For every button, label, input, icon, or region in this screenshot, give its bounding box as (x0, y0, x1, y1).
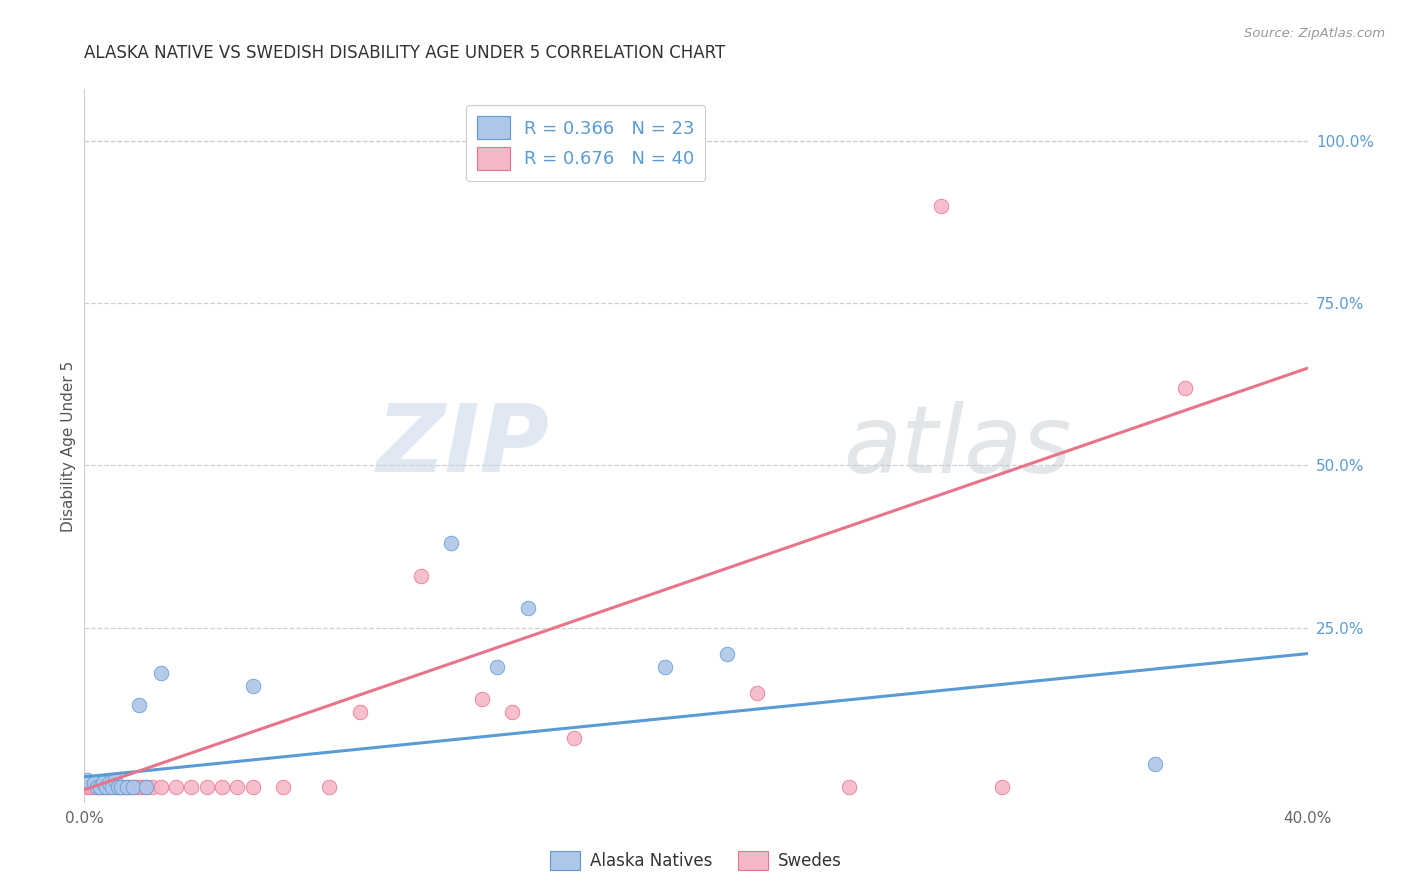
Point (122, 780, 145, 794)
Point (516, 601, 538, 615)
Point (83, 780, 105, 794)
Point (122, 780, 145, 794)
Point (89, 780, 111, 794)
Point (115, 780, 138, 794)
Point (120, 780, 142, 794)
Point (1174, 381, 1197, 395)
Point (318, 780, 340, 794)
Text: Source: ZipAtlas.com: Source: ZipAtlas.com (1244, 27, 1385, 40)
Point (97, 776, 120, 790)
Point (89, 780, 111, 794)
Point (76, 780, 98, 794)
Point (107, 780, 129, 794)
Point (94, 780, 117, 794)
Point (149, 666, 172, 681)
Legend: Alaska Natives, Swedes: Alaska Natives, Swedes (544, 844, 848, 877)
Point (135, 780, 157, 794)
Point (562, 731, 585, 745)
Point (242, 780, 264, 794)
Point (747, 685, 769, 699)
Point (104, 780, 127, 794)
Point (502, 705, 524, 719)
Point (110, 780, 132, 794)
Point (86, 780, 108, 794)
Point (101, 780, 124, 794)
Point (471, 692, 494, 706)
Point (79, 780, 101, 794)
Text: atlas: atlas (842, 401, 1071, 491)
Point (91, 780, 114, 794)
Point (94, 780, 117, 794)
Point (486, 659, 509, 673)
Point (409, 568, 432, 582)
Point (125, 780, 148, 794)
Point (83, 776, 105, 790)
Point (195, 780, 218, 794)
Point (211, 780, 233, 794)
Point (165, 780, 187, 794)
Point (149, 780, 172, 794)
Point (101, 780, 124, 794)
Point (112, 780, 135, 794)
Point (141, 780, 163, 794)
Y-axis label: Disability Age Under 5: Disability Age Under 5 (60, 360, 76, 532)
Point (716, 647, 738, 661)
Text: ALASKA NATIVE VS SWEDISH DISABILITY AGE UNDER 5 CORRELATION CHART: ALASKA NATIVE VS SWEDISH DISABILITY AGE … (84, 45, 725, 62)
Point (929, 199, 952, 213)
Point (1143, 756, 1166, 771)
Point (97, 780, 120, 794)
Point (91, 776, 114, 790)
Point (226, 780, 249, 794)
Point (128, 698, 150, 713)
Point (107, 780, 129, 794)
Point (838, 780, 860, 794)
Point (104, 773, 127, 788)
Point (110, 780, 132, 794)
Point (991, 780, 1014, 794)
Point (271, 780, 294, 794)
Text: ZIP: ZIP (377, 400, 550, 492)
Point (349, 705, 371, 719)
Point (135, 780, 157, 794)
Point (654, 659, 676, 673)
Point (86, 780, 108, 794)
Point (131, 780, 153, 794)
Point (180, 780, 202, 794)
Point (242, 679, 264, 693)
Point (76, 773, 98, 788)
Point (440, 536, 463, 550)
Point (128, 780, 150, 794)
Point (115, 780, 138, 794)
